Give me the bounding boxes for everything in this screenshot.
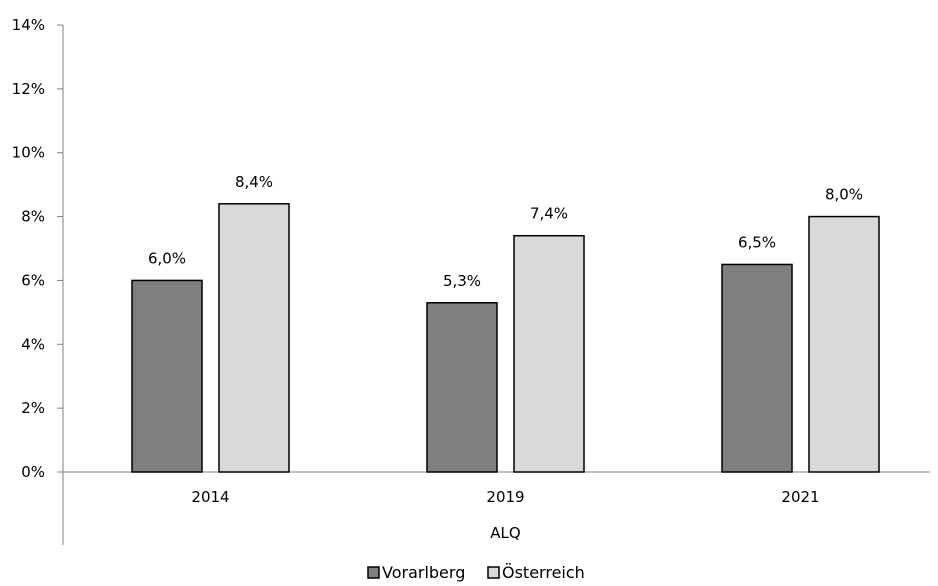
legend-label: Vorarlberg bbox=[382, 563, 465, 582]
y-tick-label: 8% bbox=[21, 208, 45, 226]
bar--sterreich-2021 bbox=[808, 215, 880, 473]
y-tick-label: 2% bbox=[21, 399, 45, 417]
bar-vorarlberg-2019 bbox=[426, 302, 498, 473]
data-label: 8,4% bbox=[235, 173, 273, 191]
x-axis: 2014 2019 2021 bbox=[57, 471, 930, 506]
data-label: 6,5% bbox=[738, 233, 776, 251]
data-label: 7,4% bbox=[530, 205, 568, 223]
y-tick-label: 0% bbox=[21, 463, 45, 481]
x-tick-label: 2014 bbox=[191, 488, 229, 506]
y-axis: 0% 2% 4% 6% 8% 10% 12% 14% bbox=[12, 16, 64, 545]
data-label: 5,3% bbox=[443, 272, 481, 290]
legend-swatch bbox=[367, 566, 380, 579]
x-tick-label: 2021 bbox=[781, 488, 819, 506]
data-label: 6,0% bbox=[148, 249, 186, 267]
legend-swatch bbox=[487, 566, 500, 579]
legend: Vorarlberg Österreich bbox=[367, 563, 585, 582]
bars bbox=[131, 203, 880, 473]
y-tick-label: 12% bbox=[12, 80, 45, 98]
y-tick-label: 4% bbox=[21, 335, 45, 353]
y-tick-label: 14% bbox=[12, 16, 45, 34]
bar-vorarlberg-2021 bbox=[721, 263, 793, 473]
legend-label: Österreich bbox=[502, 563, 585, 582]
x-tick-label: 2019 bbox=[486, 488, 524, 506]
bar-vorarlberg-2014 bbox=[131, 279, 203, 473]
x-axis-title: ALQ bbox=[490, 524, 520, 542]
data-labels: 6,0% 8,4% 5,3% 7,4% 6,5% 8,0% bbox=[148, 173, 863, 290]
data-label: 8,0% bbox=[825, 186, 863, 204]
y-tick-label: 10% bbox=[12, 144, 45, 162]
bar--sterreich-2019 bbox=[513, 234, 585, 473]
y-tick-label: 6% bbox=[21, 271, 45, 289]
bar--sterreich-2014 bbox=[218, 203, 290, 473]
